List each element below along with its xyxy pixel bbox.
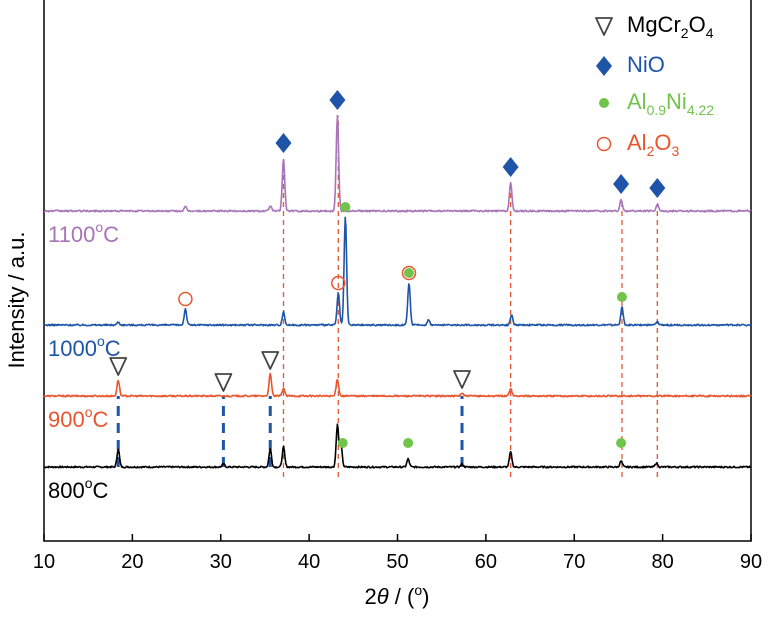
series-label-800: 800oC: [48, 475, 109, 503]
diamond-legend-icon: [596, 56, 612, 76]
legend-label: NiO: [627, 52, 665, 77]
x-tick-label: 20: [121, 551, 143, 573]
legend-entry: MgCr2O4: [595, 12, 714, 41]
circle-marker: [401, 265, 417, 281]
legend-entry: Al2O3: [596, 130, 679, 159]
dot-marker: [340, 202, 351, 212]
dot-marker: [403, 438, 414, 448]
diamond-marker: [613, 174, 630, 194]
dot-marker: [403, 268, 414, 278]
x-tick-label: 60: [475, 551, 497, 573]
phase-markers: [109, 90, 666, 448]
x-tick-label: 70: [563, 551, 585, 573]
x-tick-label: 40: [298, 551, 320, 573]
series-label-900: 900oC: [48, 404, 109, 432]
dot-marker: [616, 292, 627, 302]
dot-legend-icon: [599, 98, 609, 108]
x-tick-label: 30: [210, 551, 232, 573]
legend-label: MgCr2O4: [627, 12, 714, 41]
trace-900: [43, 372, 752, 398]
x-axis-label: 2θ / (o): [365, 582, 430, 609]
trace-1100: [43, 114, 752, 213]
circle-legend-icon: [596, 136, 612, 152]
diamond-marker: [275, 133, 292, 153]
diamond-marker: [329, 90, 346, 110]
x-tick-label: 90: [740, 551, 762, 573]
triangle-down-legend-icon: [595, 17, 613, 36]
x-tick-label: 80: [652, 551, 674, 573]
legend-label: Al2O3: [627, 130, 679, 159]
circle-marker: [331, 275, 346, 291]
triangle-down-marker: [109, 357, 128, 376]
legend-entry: NiO: [596, 52, 665, 77]
diamond-marker: [649, 178, 666, 198]
triangle-down-marker: [453, 370, 471, 389]
plot-frame: [43, 0, 752, 542]
x-axis: 10 20 30 40 50 60 70 80 90: [33, 534, 762, 573]
legend-entry: Al0.9Ni4.22: [599, 89, 714, 118]
x-tick-label: 10: [33, 551, 55, 573]
legend-label: Al0.9Ni4.22: [627, 89, 714, 118]
triangle-down-marker: [261, 351, 280, 370]
trace-800: [43, 423, 752, 469]
axis-frame: [43, 0, 752, 542]
trace-1000: [43, 216, 752, 327]
dot-marker: [616, 438, 627, 448]
legend: MgCr2O4 NiO Al0.9Ni4.22 Al2O3: [595, 12, 714, 159]
series-label-1000: 1000oC: [48, 333, 121, 361]
series-label-1100: 1100oC: [48, 219, 119, 247]
dot-marker: [337, 438, 348, 448]
reference-lines: [116, 116, 658, 477]
diamond-marker: [502, 157, 519, 177]
series-labels: 800oC 900oC 1000oC 1100oC: [48, 219, 121, 503]
x-tick-label: 50: [386, 551, 408, 573]
diffraction-traces: [43, 114, 752, 469]
y-axis-label: Intensity / a.u.: [4, 232, 29, 369]
circle-marker: [178, 291, 193, 307]
triangle-down-marker: [214, 373, 233, 392]
